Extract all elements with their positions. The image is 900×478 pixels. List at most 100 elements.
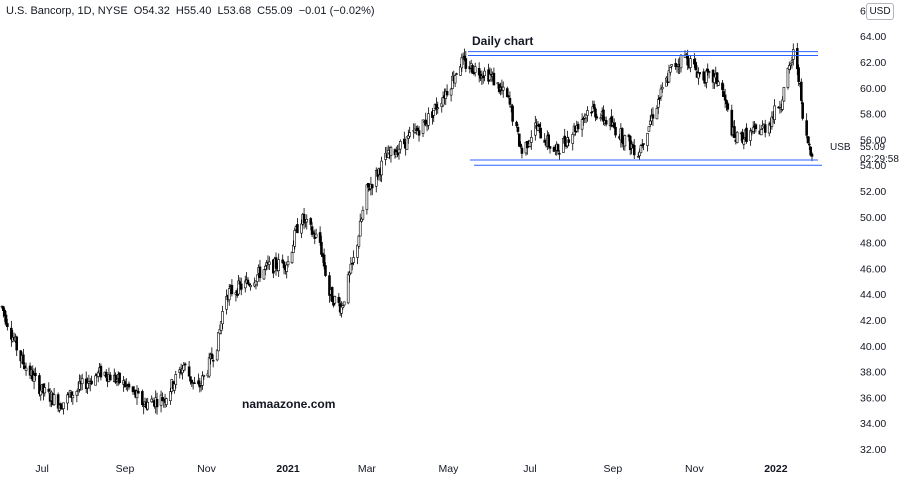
candle bbox=[56, 392, 60, 413]
daily-chart-annotation: Daily chart bbox=[472, 34, 533, 48]
candle bbox=[496, 82, 500, 89]
candle bbox=[84, 371, 88, 393]
candle-body bbox=[689, 58, 692, 68]
price-tick-label: 46.00 bbox=[860, 263, 886, 275]
candle-body bbox=[416, 127, 419, 131]
candle bbox=[201, 371, 204, 390]
candle-body bbox=[361, 209, 365, 220]
candle bbox=[697, 67, 700, 85]
candle bbox=[365, 184, 369, 215]
candle-body bbox=[702, 71, 706, 81]
candle-body bbox=[300, 223, 303, 234]
price-tick-label: 36.00 bbox=[860, 392, 886, 404]
candle-body bbox=[806, 136, 810, 144]
candle-body bbox=[436, 107, 440, 110]
candle-body bbox=[599, 117, 603, 120]
candle bbox=[702, 68, 706, 84]
candle-body bbox=[262, 269, 266, 280]
candle bbox=[342, 301, 346, 307]
candle-body bbox=[505, 88, 509, 98]
candle-body bbox=[427, 113, 430, 126]
candle bbox=[90, 375, 93, 386]
candle bbox=[786, 67, 790, 90]
time-tick-label: Sep bbox=[116, 463, 135, 475]
candle bbox=[75, 390, 79, 403]
candle-body bbox=[324, 265, 327, 276]
candle bbox=[773, 99, 776, 125]
candle-body bbox=[424, 119, 428, 126]
candle bbox=[717, 80, 720, 86]
candle-body bbox=[735, 131, 739, 143]
candle-body bbox=[310, 226, 314, 235]
candle bbox=[296, 218, 299, 234]
candle-body bbox=[314, 233, 318, 238]
candle-body bbox=[358, 220, 362, 237]
candle-body bbox=[745, 127, 748, 142]
candle bbox=[193, 376, 196, 384]
candle bbox=[66, 392, 69, 411]
candle-body bbox=[62, 402, 65, 409]
candle bbox=[674, 58, 677, 70]
candle bbox=[305, 214, 309, 230]
candle-body bbox=[296, 224, 299, 234]
candle bbox=[302, 208, 306, 230]
candle bbox=[221, 305, 224, 330]
candle bbox=[464, 50, 468, 73]
candle bbox=[389, 145, 393, 163]
candle bbox=[34, 367, 37, 381]
candle bbox=[660, 82, 664, 93]
candle-body bbox=[721, 82, 724, 91]
candle-body bbox=[789, 63, 792, 66]
time-axis[interactable]: Jul Sep Nov 2021 Mar May Jul Sep Nov 2022 bbox=[35, 463, 787, 475]
candle bbox=[492, 67, 496, 86]
candle-body bbox=[646, 133, 649, 146]
candle bbox=[715, 72, 719, 87]
candle-body bbox=[725, 99, 728, 105]
candle bbox=[705, 68, 708, 89]
candle-body bbox=[791, 49, 795, 60]
candle-body bbox=[658, 97, 661, 100]
time-tick-label: Sep bbox=[603, 463, 622, 475]
candle-body bbox=[389, 147, 393, 156]
candle bbox=[455, 72, 458, 75]
candle bbox=[745, 123, 748, 144]
candle bbox=[99, 363, 103, 381]
candle-body bbox=[169, 391, 172, 402]
candle bbox=[399, 139, 402, 154]
candle-body bbox=[698, 72, 702, 75]
candle-body bbox=[255, 274, 259, 283]
currency-toggle-button[interactable]: USD bbox=[866, 3, 894, 20]
candle-body bbox=[515, 121, 518, 127]
candle-body bbox=[507, 95, 510, 97]
candle-body bbox=[421, 119, 425, 134]
candle bbox=[282, 260, 286, 275]
candle bbox=[723, 88, 727, 108]
candle bbox=[733, 119, 736, 139]
candle-body bbox=[471, 65, 474, 74]
high-value: H55.40 bbox=[175, 5, 212, 17]
low-value: L53.68 bbox=[217, 5, 252, 17]
candle-body bbox=[24, 367, 28, 372]
candle-body bbox=[781, 99, 784, 110]
candle bbox=[137, 387, 140, 394]
horizontal-trendlines[interactable] bbox=[468, 51, 822, 166]
candle bbox=[38, 373, 41, 397]
candle-body bbox=[193, 382, 196, 384]
candle bbox=[795, 42, 799, 76]
price-axis[interactable]: 32.00 34.00 36.00 38.00 40.00 42.00 44.00 46.00… bbox=[860, 5, 886, 456]
candle-body bbox=[277, 259, 280, 272]
candle bbox=[520, 145, 524, 159]
candle bbox=[333, 295, 337, 306]
candle bbox=[165, 397, 168, 408]
candle bbox=[169, 387, 172, 405]
candle bbox=[567, 136, 571, 147]
candle-body bbox=[519, 143, 522, 148]
candle-body bbox=[365, 184, 369, 210]
candle-body bbox=[763, 124, 767, 133]
time-tick-label: Mar bbox=[358, 463, 377, 475]
candle bbox=[127, 381, 131, 390]
candle-body bbox=[723, 94, 727, 101]
candle-body bbox=[602, 109, 605, 122]
candle-body bbox=[302, 213, 306, 224]
